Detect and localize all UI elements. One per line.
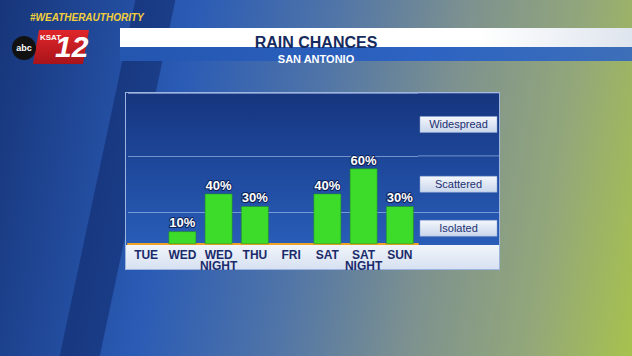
html-text:#WEATHERAUTHORITY: #WEATHERAUTHORITY bbox=[30, 12, 144, 23]
html-text:12: 12 bbox=[55, 30, 89, 63]
svg-text:WED: WED bbox=[204, 247, 233, 262]
html-text:KSAT: KSAT bbox=[40, 33, 62, 42]
svg-text:Scattered: Scattered bbox=[435, 178, 482, 190]
svg-text:30%: 30% bbox=[387, 190, 413, 205]
svg-text:SAT: SAT bbox=[316, 248, 340, 262]
svg-text:NIGHT: NIGHT bbox=[345, 259, 383, 273]
svg-text:30%: 30% bbox=[242, 190, 268, 205]
html-text:abc: abc bbox=[16, 43, 32, 53]
svg-text:40%: 40% bbox=[206, 178, 232, 193]
svg-text:RAIN CHANCES: RAIN CHANCES bbox=[255, 34, 378, 51]
svg-text:WED: WED bbox=[168, 248, 196, 262]
svg-text:FRI: FRI bbox=[281, 248, 300, 262]
svg-text:Widespread: Widespread bbox=[429, 118, 488, 130]
svg-text:SUN: SUN bbox=[387, 248, 412, 262]
svg-text:NIGHT: NIGHT bbox=[200, 259, 238, 273]
svg-text:SAT: SAT bbox=[352, 247, 376, 262]
svg-text:TUE: TUE bbox=[134, 248, 158, 262]
svg-text:SAN ANTONIO: SAN ANTONIO bbox=[278, 53, 355, 65]
svg-text:10%: 10% bbox=[169, 215, 195, 230]
svg-text:40%: 40% bbox=[314, 178, 340, 193]
svg-text:THU: THU bbox=[243, 248, 268, 262]
svg-text:Isolated: Isolated bbox=[439, 222, 478, 234]
svg-text:60%: 60% bbox=[351, 153, 377, 168]
